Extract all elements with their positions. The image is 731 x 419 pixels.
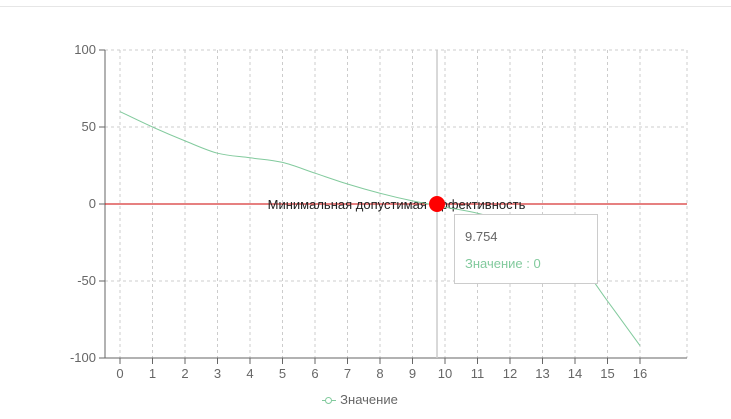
x-tick-label: 3 <box>214 366 221 381</box>
tooltip-value: Значение : 0 <box>465 256 541 271</box>
cursor-group <box>429 50 446 358</box>
x-tick-label: 1 <box>149 366 156 381</box>
y-tick-label: -100 <box>70 350 96 365</box>
legend[interactable]: Значение <box>0 392 720 407</box>
y-tick-label: 100 <box>74 42 96 57</box>
legend-label: Значение <box>340 392 398 407</box>
y-tick-label: 0 <box>89 196 96 211</box>
x-tick-label: 12 <box>503 366 517 381</box>
active-point <box>429 196 446 212</box>
tooltip: 9.754 Значение : 0 <box>454 214 598 284</box>
top-divider <box>0 6 731 7</box>
x-tick-label: 11 <box>471 366 485 381</box>
x-tick-label: 10 <box>438 366 452 381</box>
x-tick-label: 7 <box>344 366 351 381</box>
x-tick-label: 9 <box>409 366 416 381</box>
y-tick-label: 50 <box>82 119 96 134</box>
legend-line-icon <box>322 396 337 406</box>
y-tick-label: -50 <box>77 273 96 288</box>
x-tick-label: 13 <box>535 366 549 381</box>
x-tick-label: 6 <box>311 366 318 381</box>
reference-line-label: Минимальная допустимая эффективность <box>268 197 526 212</box>
x-tick-label: 8 <box>376 366 383 381</box>
x-tick-label: 15 <box>600 366 614 381</box>
x-tick-label: 14 <box>568 366 582 381</box>
x-tick-label: 0 <box>116 366 123 381</box>
x-tick-label: 2 <box>181 366 188 381</box>
reference-line-group: Минимальная допустимая эффективность <box>105 197 687 212</box>
tooltip-label: 9.754 <box>465 229 498 244</box>
x-tick-label: 4 <box>246 366 253 381</box>
x-tick-label: 5 <box>279 366 286 381</box>
x-tick-label: 16 <box>633 366 647 381</box>
